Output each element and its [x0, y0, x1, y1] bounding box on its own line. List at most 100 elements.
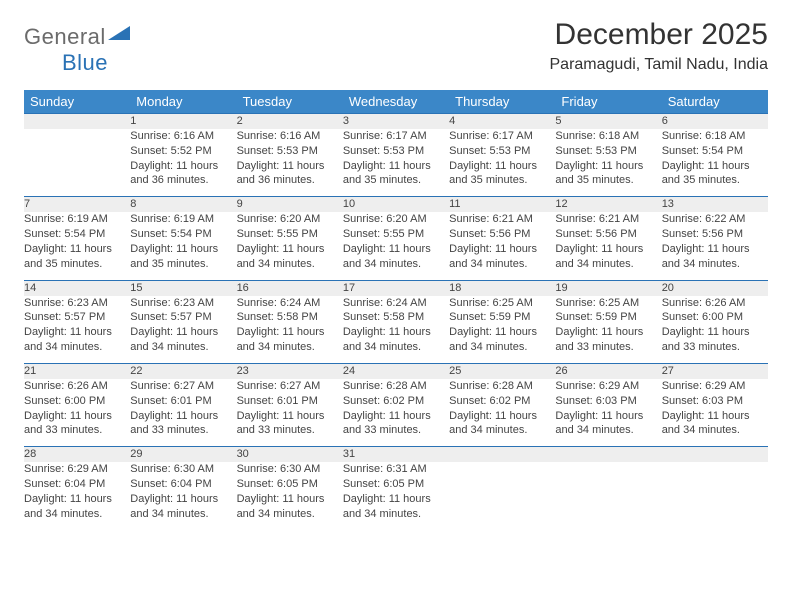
sunset-line: Sunset: 5:53 PM: [555, 144, 661, 159]
daylight-line: Daylight: 11 hours and 35 minutes.: [343, 159, 449, 189]
day-details-cell: [449, 462, 555, 530]
sunrise-line: Sunrise: 6:20 AM: [237, 212, 343, 227]
day-details-cell: Sunrise: 6:16 AMSunset: 5:53 PMDaylight:…: [237, 129, 343, 197]
sunset-line: Sunset: 5:52 PM: [130, 144, 236, 159]
day-details-cell: Sunrise: 6:30 AMSunset: 6:04 PMDaylight:…: [130, 462, 236, 530]
day-details-cell: Sunrise: 6:26 AMSunset: 6:00 PMDaylight:…: [662, 296, 768, 364]
day-details-row: Sunrise: 6:23 AMSunset: 5:57 PMDaylight:…: [24, 296, 768, 364]
sunrise-line: Sunrise: 6:21 AM: [449, 212, 555, 227]
sunset-line: Sunset: 5:56 PM: [555, 227, 661, 242]
sunrise-line: Sunrise: 6:16 AM: [237, 129, 343, 144]
day-number-cell: 14: [24, 280, 130, 295]
daylight-line: Daylight: 11 hours and 34 minutes.: [237, 242, 343, 272]
day-number-row: 21222324252627: [24, 364, 768, 379]
sunrise-line: Sunrise: 6:17 AM: [449, 129, 555, 144]
day-number-cell: 27: [662, 364, 768, 379]
day-number-cell: [24, 114, 130, 129]
day-number-cell: 31: [343, 447, 449, 462]
day-details-cell: Sunrise: 6:29 AMSunset: 6:03 PMDaylight:…: [662, 379, 768, 447]
sunset-line: Sunset: 6:01 PM: [130, 394, 236, 409]
sunrise-line: Sunrise: 6:20 AM: [343, 212, 449, 227]
day-number-cell: [555, 447, 661, 462]
sunset-line: Sunset: 5:55 PM: [343, 227, 449, 242]
weekday-header: Thursday: [449, 90, 555, 114]
daylight-line: Daylight: 11 hours and 34 minutes.: [24, 492, 130, 522]
day-number-cell: 29: [130, 447, 236, 462]
day-details-cell: Sunrise: 6:26 AMSunset: 6:00 PMDaylight:…: [24, 379, 130, 447]
daylight-line: Daylight: 11 hours and 34 minutes.: [555, 242, 661, 272]
daylight-line: Daylight: 11 hours and 35 minutes.: [130, 242, 236, 272]
day-number-cell: 23: [237, 364, 343, 379]
daylight-line: Daylight: 11 hours and 34 minutes.: [24, 325, 130, 355]
sunset-line: Sunset: 6:00 PM: [24, 394, 130, 409]
sunrise-line: Sunrise: 6:17 AM: [343, 129, 449, 144]
daylight-line: Daylight: 11 hours and 33 minutes.: [130, 409, 236, 439]
daylight-line: Daylight: 11 hours and 33 minutes.: [662, 325, 768, 355]
logo-text: GeneralBlue: [24, 24, 132, 76]
day-number-cell: [662, 447, 768, 462]
day-number-cell: 13: [662, 197, 768, 212]
day-number-cell: 9: [237, 197, 343, 212]
day-details-cell: Sunrise: 6:20 AMSunset: 5:55 PMDaylight:…: [343, 212, 449, 280]
daylight-line: Daylight: 11 hours and 34 minutes.: [449, 409, 555, 439]
day-number-cell: 1: [130, 114, 236, 129]
sunrise-line: Sunrise: 6:18 AM: [555, 129, 661, 144]
weekday-header: Sunday: [24, 90, 130, 114]
daylight-line: Daylight: 11 hours and 33 minutes.: [237, 409, 343, 439]
day-details-row: Sunrise: 6:16 AMSunset: 5:52 PMDaylight:…: [24, 129, 768, 197]
day-number-cell: 12: [555, 197, 661, 212]
day-number-cell: 28: [24, 447, 130, 462]
sunset-line: Sunset: 5:57 PM: [24, 310, 130, 325]
title-block: December 2025 Paramagudi, Tamil Nadu, In…: [550, 18, 769, 74]
weekday-header: Tuesday: [237, 90, 343, 114]
day-number-cell: 26: [555, 364, 661, 379]
day-details-cell: Sunrise: 6:27 AMSunset: 6:01 PMDaylight:…: [130, 379, 236, 447]
sunset-line: Sunset: 5:59 PM: [449, 310, 555, 325]
day-number-cell: 22: [130, 364, 236, 379]
daylight-line: Daylight: 11 hours and 34 minutes.: [449, 325, 555, 355]
day-details-cell: Sunrise: 6:19 AMSunset: 5:54 PMDaylight:…: [130, 212, 236, 280]
weekday-header: Friday: [555, 90, 661, 114]
daylight-line: Daylight: 11 hours and 35 minutes.: [449, 159, 555, 189]
sunrise-line: Sunrise: 6:19 AM: [24, 212, 130, 227]
daylight-line: Daylight: 11 hours and 35 minutes.: [662, 159, 768, 189]
day-number-row: 78910111213: [24, 197, 768, 212]
day-number-cell: 21: [24, 364, 130, 379]
sunset-line: Sunset: 6:04 PM: [130, 477, 236, 492]
day-number-cell: 4: [449, 114, 555, 129]
sunset-line: Sunset: 5:58 PM: [343, 310, 449, 325]
day-number-cell: 8: [130, 197, 236, 212]
daylight-line: Daylight: 11 hours and 35 minutes.: [555, 159, 661, 189]
sunrise-line: Sunrise: 6:19 AM: [130, 212, 236, 227]
sunrise-line: Sunrise: 6:28 AM: [449, 379, 555, 394]
day-details-cell: Sunrise: 6:27 AMSunset: 6:01 PMDaylight:…: [237, 379, 343, 447]
day-number-cell: 18: [449, 280, 555, 295]
sunset-line: Sunset: 6:01 PM: [237, 394, 343, 409]
sunrise-line: Sunrise: 6:18 AM: [662, 129, 768, 144]
day-details-cell: Sunrise: 6:29 AMSunset: 6:04 PMDaylight:…: [24, 462, 130, 530]
daylight-line: Daylight: 11 hours and 33 minutes.: [555, 325, 661, 355]
sunrise-line: Sunrise: 6:23 AM: [130, 296, 236, 311]
sunrise-line: Sunrise: 6:25 AM: [449, 296, 555, 311]
sunset-line: Sunset: 5:53 PM: [343, 144, 449, 159]
day-number-row: 123456: [24, 114, 768, 129]
sunset-line: Sunset: 5:53 PM: [237, 144, 343, 159]
daylight-line: Daylight: 11 hours and 36 minutes.: [237, 159, 343, 189]
daylight-line: Daylight: 11 hours and 33 minutes.: [343, 409, 449, 439]
sunset-line: Sunset: 6:02 PM: [343, 394, 449, 409]
day-details-cell: Sunrise: 6:24 AMSunset: 5:58 PMDaylight:…: [237, 296, 343, 364]
sunset-line: Sunset: 5:54 PM: [662, 144, 768, 159]
day-details-cell: Sunrise: 6:31 AMSunset: 6:05 PMDaylight:…: [343, 462, 449, 530]
day-number-row: 28293031: [24, 447, 768, 462]
day-details-cell: [555, 462, 661, 530]
day-number-cell: 19: [555, 280, 661, 295]
sunrise-line: Sunrise: 6:26 AM: [24, 379, 130, 394]
day-number-row: 14151617181920: [24, 280, 768, 295]
sunrise-line: Sunrise: 6:24 AM: [237, 296, 343, 311]
sunset-line: Sunset: 6:05 PM: [237, 477, 343, 492]
sunrise-line: Sunrise: 6:30 AM: [237, 462, 343, 477]
day-details-cell: Sunrise: 6:18 AMSunset: 5:54 PMDaylight:…: [662, 129, 768, 197]
day-details-row: Sunrise: 6:19 AMSunset: 5:54 PMDaylight:…: [24, 212, 768, 280]
sunrise-line: Sunrise: 6:31 AM: [343, 462, 449, 477]
day-details-cell: Sunrise: 6:22 AMSunset: 5:56 PMDaylight:…: [662, 212, 768, 280]
